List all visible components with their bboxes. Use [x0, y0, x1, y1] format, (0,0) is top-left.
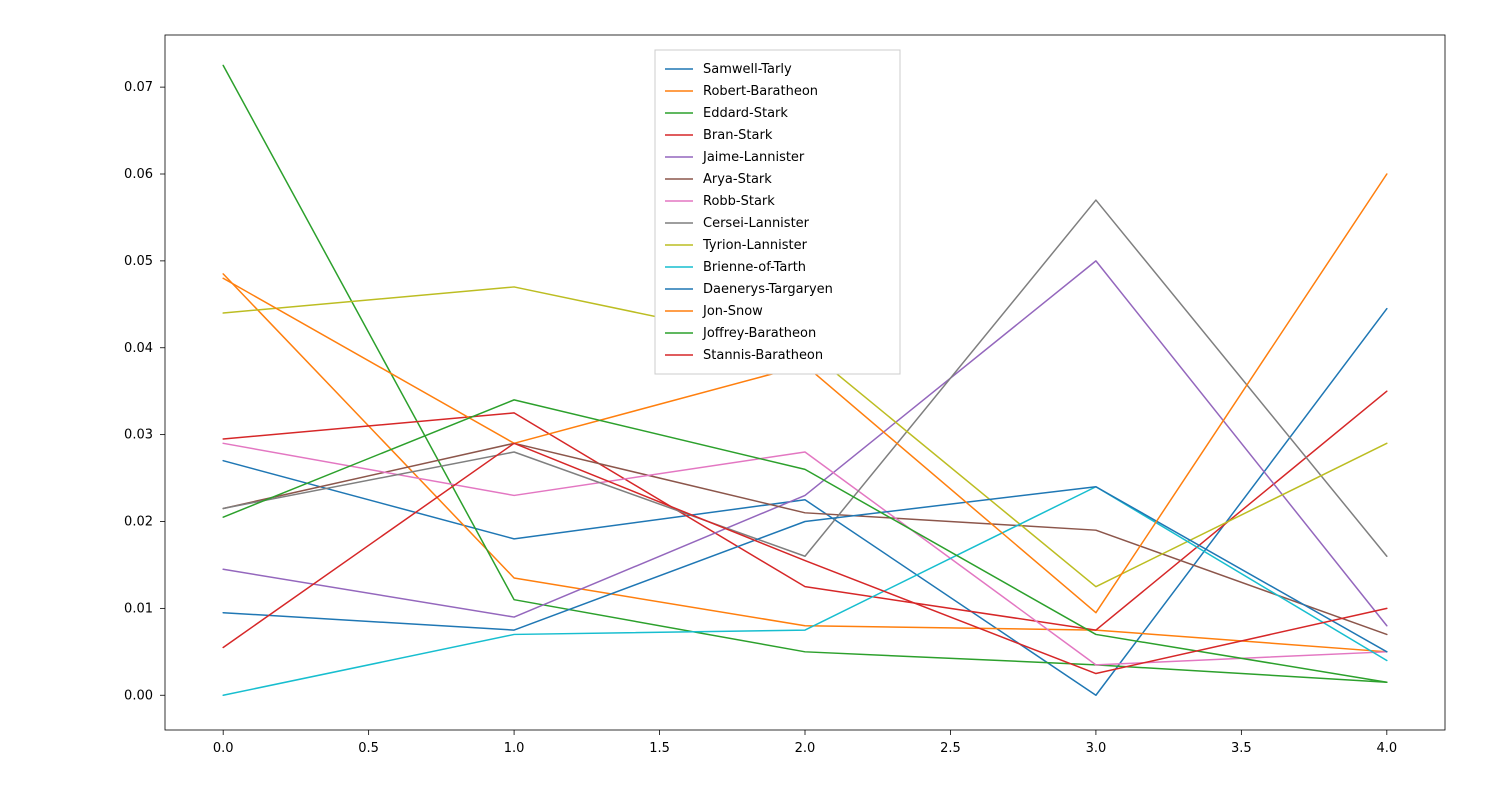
x-tick-label: 4.0: [1376, 741, 1397, 756]
legend-label: Samwell-Tarly: [703, 62, 792, 77]
legend-label: Robb-Stark: [703, 194, 775, 209]
y-tick-label: 0.07: [124, 80, 153, 95]
legend-label: Jon-Snow: [702, 304, 763, 319]
legend-label: Eddard-Stark: [703, 106, 788, 121]
x-tick-label: 0.0: [213, 741, 234, 756]
y-tick-label: 0.02: [124, 515, 153, 530]
y-tick-label: 0.06: [124, 167, 153, 182]
y-tick-label: 0.01: [124, 601, 153, 616]
y-tick-label: 0.00: [124, 688, 153, 703]
legend-label: Tyrion-Lannister: [702, 238, 808, 253]
legend-label: Robert-Baratheon: [703, 84, 818, 99]
y-tick-label: 0.03: [124, 428, 153, 443]
legend-label: Stannis-Baratheon: [703, 348, 823, 363]
x-tick-label: 0.5: [358, 741, 379, 756]
legend-label: Daenerys-Targaryen: [703, 282, 833, 297]
legend-label: Jaime-Lannister: [702, 150, 805, 165]
legend-label: Arya-Stark: [703, 172, 772, 187]
x-tick-label: 2.0: [795, 741, 816, 756]
x-tick-label: 1.5: [649, 741, 670, 756]
y-tick-label: 0.05: [124, 254, 153, 269]
legend-label: Joffrey-Baratheon: [702, 326, 816, 341]
legend-label: Brienne-of-Tarth: [703, 260, 806, 275]
x-tick-label: 1.0: [504, 741, 525, 756]
legend: Samwell-Tarly Robert-Baratheon Eddard-Star…: [655, 50, 900, 374]
x-tick-label: 3.5: [1231, 741, 1252, 756]
x-tick-label: 3.0: [1086, 741, 1107, 756]
y-tick-label: 0.04: [124, 341, 153, 356]
line-chart: 0.0 0.5 1.0 1.5 2.0 2.5 3.0 3.5 4.0 0.00 0.01 0.02 0…: [0, 0, 1496, 800]
legend-label: Cersei-Lannister: [703, 216, 810, 231]
legend-label: Bran-Stark: [703, 128, 773, 143]
x-tick-label: 2.5: [940, 741, 961, 756]
chart-svg: 0.0 0.5 1.0 1.5 2.0 2.5 3.0 3.5 4.0 0.00 0.01 0.02 0…: [0, 0, 1496, 800]
